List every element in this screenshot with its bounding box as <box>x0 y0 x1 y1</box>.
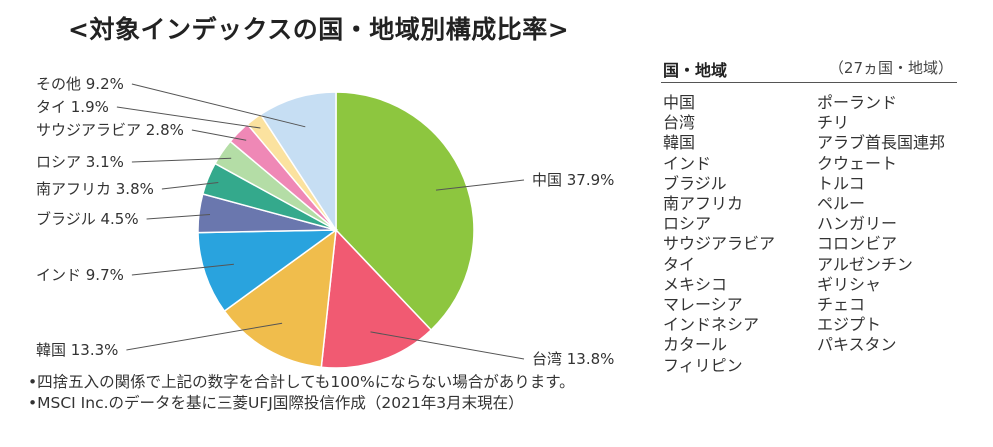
leader-line <box>116 106 261 129</box>
country-item: アルゼンチン <box>817 254 913 274</box>
slice-label: その他 9.2% <box>36 75 124 93</box>
country-item: チェコ <box>817 295 866 315</box>
slice-label: インド 9.7% <box>36 266 124 284</box>
slice-label: 韓国 13.3% <box>36 341 118 359</box>
leader-line <box>131 263 234 276</box>
slice-label: タイ 1.9% <box>36 98 109 116</box>
leader-line <box>126 322 283 351</box>
leader-line <box>435 179 525 191</box>
country-item: トルコ <box>817 173 865 193</box>
country-item: マレーシア <box>663 295 743 315</box>
countries-panel-heading: 国・地域 <box>663 61 728 80</box>
slice-label: 南アフリカ 3.8% <box>36 180 154 198</box>
country-item: 南アフリカ <box>663 194 744 214</box>
slice-label: ロシア 3.1% <box>36 153 124 171</box>
footnote-rounding: •四捨五入の関係で上記の数字を合計しても100%にならない場合があります。 <box>28 373 575 391</box>
country-item: 中国 <box>663 93 696 112</box>
slice-label: 中国 37.9% <box>532 171 614 189</box>
country-item: メキシコ <box>663 274 728 294</box>
pie-slice <box>223 228 337 369</box>
country-item: パキスタン <box>817 335 897 355</box>
country-item: チリ <box>817 113 850 133</box>
country-item: コロンビア <box>817 234 898 254</box>
country-item: ブラジル <box>663 173 727 193</box>
slice-label: ブラジル 4.5% <box>36 210 139 228</box>
pie-slice <box>320 228 433 369</box>
leader-line <box>146 214 211 220</box>
pie-slice <box>335 91 475 332</box>
leader-line <box>370 331 525 360</box>
country-item: フィリピン <box>663 355 743 375</box>
country-item: ロシア <box>663 214 712 234</box>
country-item: ペルー <box>817 194 866 214</box>
countries-panel-header: 国・地域 （27ヵ国・地域） <box>661 52 957 83</box>
countries-column-1: 中国 台湾 韓国 インド ブラジル 南アフリカ ロシア サウジアラビア タイ メキシコ マレーシアイ… <box>663 93 775 376</box>
countries-column-2: ポーランド チリ アラブ首長国連邦 クウェート トルコ ペルー ハンガリー コロンビア アルゼン… <box>817 93 945 356</box>
country-item: 台湾 <box>663 113 696 133</box>
country-item: アラブ首長国連邦 <box>817 133 946 153</box>
country-item: エジプト <box>817 315 882 335</box>
pie-slice <box>197 229 339 313</box>
countries-count: （27ヵ国・地域） <box>828 59 953 77</box>
country-item: カタール <box>663 335 728 355</box>
country-item: ポーランド <box>817 93 898 112</box>
leader-line <box>161 182 219 190</box>
country-item: 韓国 <box>663 133 696 153</box>
country-item: クウェート <box>817 153 898 173</box>
country-item: インド <box>663 153 712 173</box>
footnote-source: •MSCI Inc.のデータを基に三菱UFJ国際投信作成（2021年3月末現在） <box>28 394 524 412</box>
country-item: ハンガリー <box>817 214 898 234</box>
leader-line <box>191 129 247 141</box>
leader-line <box>131 157 232 163</box>
country-item: サウジアラビア <box>663 234 776 254</box>
slice-label: サウジアラビア 2.8% <box>36 121 184 139</box>
footnotes: •四捨五入の関係で上記の数字を合計しても100%にならない場合があります。 •M… <box>28 372 575 414</box>
chart-title: <対象インデックスの国・地域別構成比率> <box>68 15 570 44</box>
leader-line <box>131 83 306 128</box>
country-item: タイ <box>663 254 696 274</box>
pie-slice <box>259 91 337 233</box>
slice-label: 台湾 13.8% <box>532 350 614 368</box>
country-item: ギリシャ <box>817 274 882 294</box>
country-item: インドネシア <box>663 315 760 335</box>
countries-panel: 国・地域 （27ヵ国・地域） 中国 台湾 韓国 インド ブラジル 南アフリカ ロシア サウジア… <box>661 52 957 375</box>
